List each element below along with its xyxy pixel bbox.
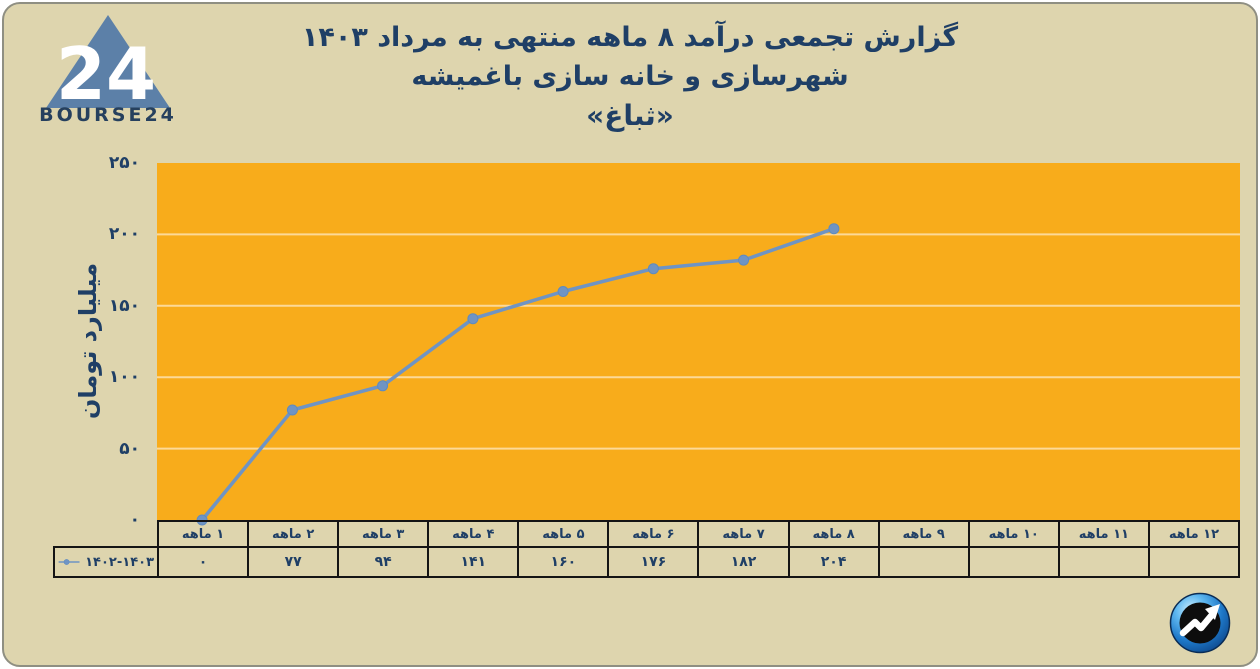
- month-header-cell: ۱ ماهه: [156, 520, 250, 548]
- month-header-cell: ۲ ماهه: [247, 520, 340, 548]
- value-cell: ۱۷۶: [607, 546, 700, 578]
- value-cell: [1057, 546, 1150, 578]
- logo-number: 24: [56, 32, 156, 110]
- y-axis-ticks: ۲۵۰ ۲۰۰ ۱۵۰ ۱۰۰ ۵۰ ۰: [76, 153, 140, 530]
- data-point-marker: [738, 254, 750, 266]
- chart-ticker: «ثباغ»: [586, 99, 674, 132]
- value-cell: ۹۴: [337, 546, 430, 578]
- data-point-marker: [647, 263, 659, 275]
- trend-arrow-logo: [1169, 592, 1231, 658]
- month-header-cell: ۹ ماهه: [877, 520, 970, 548]
- y-tick-label: ۲۵۰: [108, 153, 140, 173]
- legend-line-marker-icon: [58, 559, 80, 565]
- month-header-cell: ۴ ماهه: [427, 520, 520, 548]
- value-cell: [877, 546, 970, 578]
- y-tick-label: ۵۰: [119, 438, 140, 459]
- y-tick-label: ۱۰۰: [108, 367, 140, 388]
- month-header-cell: ۵ ماهه: [517, 520, 610, 548]
- month-header-cell: ۱۰ ماهه: [967, 520, 1060, 548]
- month-header-cell: ۱۲ ماهه: [1147, 520, 1241, 548]
- value-cell: ۲۰۴: [787, 546, 880, 578]
- value-cell: ۱۸۲: [697, 546, 790, 578]
- trend-arrow-icon: [1169, 592, 1231, 654]
- month-header-cell: ۸ ماهه: [787, 520, 880, 548]
- month-header-cell: ۷ ماهه: [697, 520, 790, 548]
- value-cell: [967, 546, 1060, 578]
- legend-cell: ۱۴۰۲-۱۴۰۳: [53, 546, 159, 578]
- chart-svg: [157, 223, 1240, 526]
- value-cell: ۰: [156, 546, 250, 578]
- value-cell: [1147, 546, 1241, 578]
- series-line: [200, 226, 836, 522]
- data-point-marker: [377, 380, 389, 392]
- data-table: ۱ ماهه ۲ ماهه ۳ ماهه ۴ ماهه ۵ ماهه ۶ ماهه ۷ ما…: [53, 520, 1241, 578]
- legend-series-label: ۱۴۰۲-۱۴۰۳: [85, 554, 154, 570]
- month-header-cell: ۶ ماهه: [607, 520, 700, 548]
- chart-title-line2: شهرسازی و خانه سازی باغمیشه: [411, 61, 849, 92]
- y-tick-label: ۱۵۰: [108, 295, 140, 316]
- month-header-cell: ۳ ماهه: [337, 520, 430, 548]
- value-cell: ۱۴۱: [427, 546, 520, 578]
- y-tick-label: ۲۰۰: [108, 224, 140, 245]
- value-cell: ۱۶۰: [517, 546, 610, 578]
- table-header-row: ۱ ماهه ۲ ماهه ۳ ماهه ۴ ماهه ۵ ماهه ۶ ماهه ۷ ما…: [54, 520, 1241, 548]
- plot-area: [157, 163, 1240, 526]
- value-cell: ۷۷: [247, 546, 340, 578]
- data-point-marker: [286, 404, 298, 416]
- bourse24-wordmark: BOURSE24: [39, 104, 177, 126]
- bourse24-logo: 24 BOURSE24: [36, 12, 180, 126]
- bourse24-triangle-icon: 24: [46, 15, 170, 110]
- chart-title-block: گزارش تجمعی درآمد ۸ ماهه منتهی به مرداد …: [4, 18, 1256, 136]
- y-tick-label: ۰: [129, 510, 140, 530]
- table-value-row: ۱۴۰۲-۱۴۰۳ ۰ ۷۷ ۹۴ ۱۴۱ ۱۶۰ ۱۷۶ ۱۸۲ ۲۰۴: [53, 546, 1241, 578]
- month-header-cell: ۱۱ ماهه: [1057, 520, 1150, 548]
- data-point-marker: [467, 313, 479, 325]
- data-point-marker: [557, 286, 569, 297]
- data-point-marker: [828, 223, 840, 235]
- chart-title-line1: گزارش تجمعی درآمد ۸ ماهه منتهی به مرداد …: [301, 22, 959, 53]
- table-corner-ghost: [54, 521, 158, 547]
